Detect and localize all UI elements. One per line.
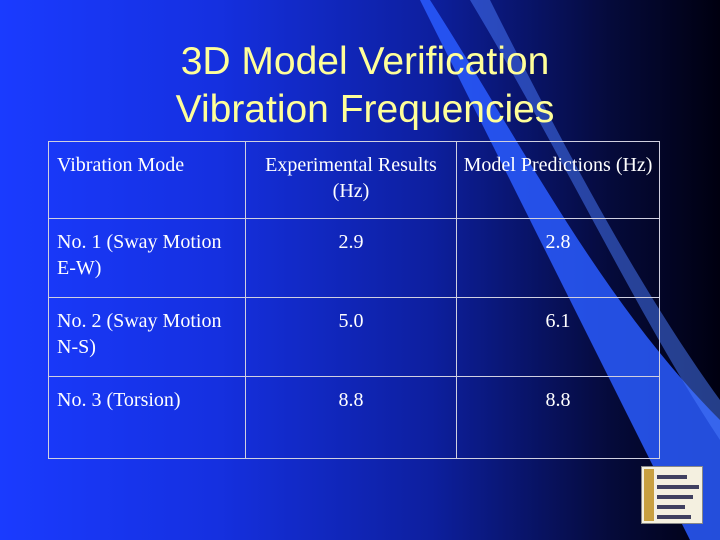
header-experimental-results: Experimental Results (Hz) [244,140,458,220]
table-row: No. 3 (Torsion) 8.8 8.8 [48,376,660,459]
header-model-predictions: Model Predictions (Hz) [456,140,660,220]
frequency-table: Vibration Mode Experimental Results (Hz)… [48,140,660,459]
title-line-2: Vibration Frequencies [175,88,555,131]
experimental-cell: 5.0 [244,296,458,378]
slide-title: 3D Model Verification Vibration Frequenc… [0,38,720,134]
experimental-cell: 8.8 [244,376,458,459]
mode-cell: No. 1 (Sway Motion E-W) [48,218,246,298]
table-row: No. 1 (Sway Motion E-W) 2.9 2.8 [48,218,660,298]
table-header-row: Vibration Mode Experimental Results (Hz)… [48,140,660,220]
prediction-cell: 6.1 [456,296,660,378]
header-vibration-mode: Vibration Mode [48,140,246,220]
title-line-1: 3D Model Verification [180,40,550,83]
experimental-cell: 2.9 [244,218,458,298]
mode-cell: No. 3 (Torsion) [48,376,246,459]
mode-cell: No. 2 (Sway Motion N-S) [48,296,246,378]
prediction-cell: 2.8 [456,218,660,298]
table-row: No. 2 (Sway Motion N-S) 5.0 6.1 [48,296,660,378]
university-crest-icon [641,466,703,524]
prediction-cell: 8.8 [456,376,660,459]
